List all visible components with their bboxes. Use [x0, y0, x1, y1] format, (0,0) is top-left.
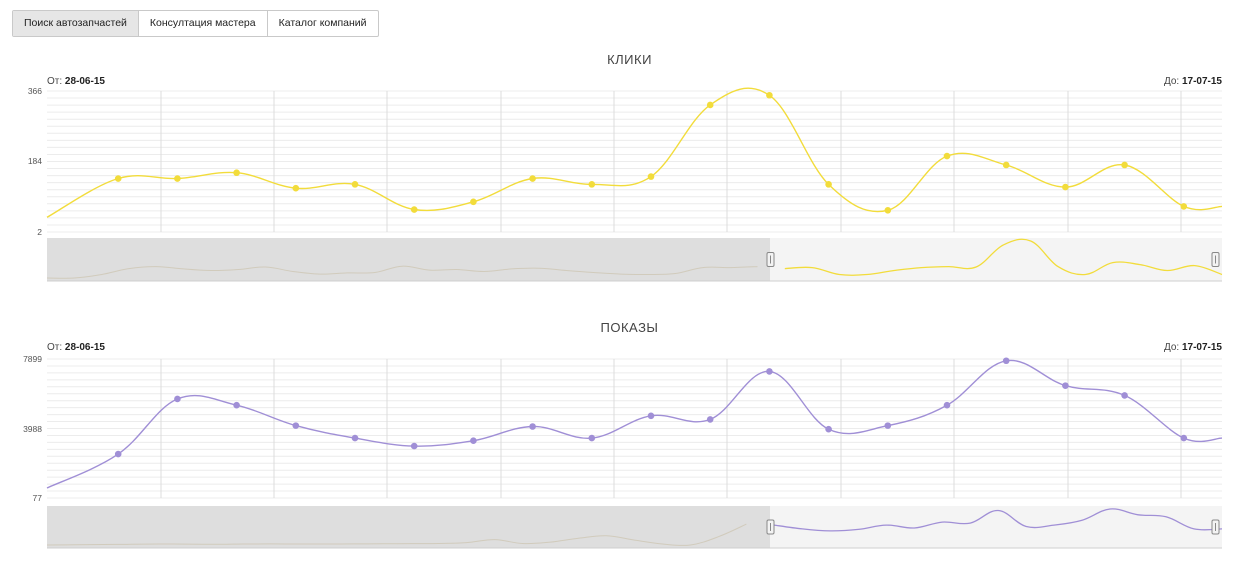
tab-company-catalog[interactable]: Каталог компаний — [278, 17, 367, 29]
clicks-data-point[interactable] — [351, 181, 359, 188]
clicks-data-point[interactable] — [529, 175, 536, 182]
tab-parts-search[interactable]: Поиск автозапчастей — [13, 11, 139, 36]
impressions-from-range: От: 28-06-15 — [47, 342, 105, 353]
clicks-data-point[interactable] — [114, 175, 122, 182]
impressions-chart-title: ПОКАЗЫ — [600, 320, 659, 335]
tab-bar: Поиск автозапчастей Консултация мастера … — [12, 10, 379, 37]
clicks-data-point[interactable] — [706, 101, 714, 109]
impressions-to-date: 17-07-15 — [1181, 342, 1222, 353]
clicks-data-point[interactable] — [884, 207, 892, 214]
clicks-data-point[interactable] — [1180, 203, 1188, 210]
clicks-from-date: 28-06-15 — [64, 76, 105, 87]
clicks-navigator-line — [784, 238, 1223, 276]
impressions-navigator-selection[interactable] — [770, 506, 1222, 548]
impressions-ytick-max: 7899 — [23, 354, 42, 364]
clicks-ytick-min: 2 — [37, 227, 42, 237]
clicks-navigator-selection[interactable] — [770, 238, 1222, 281]
clicks-data-point[interactable] — [470, 198, 477, 206]
clicks-data-point[interactable] — [1062, 183, 1069, 191]
impressions-data-point[interactable] — [410, 442, 418, 450]
clicks-data-point[interactable] — [647, 173, 655, 180]
impressions-data-point[interactable] — [884, 422, 892, 429]
impressions-navigator-line — [774, 508, 1223, 532]
impressions-navigator-mask — [47, 506, 770, 548]
impressions-data-point[interactable] — [766, 368, 773, 375]
impressions-data-point[interactable] — [943, 401, 951, 409]
impressions-data-point[interactable] — [1062, 382, 1069, 389]
clicks-to-range: До: 17-07-15 — [1164, 76, 1222, 87]
impressions-navigator-line-faded — [46, 523, 747, 547]
impressions-data-point[interactable] — [588, 434, 596, 442]
clicks-ytick-mid: 184 — [27, 156, 42, 166]
impressions-data-point[interactable] — [470, 437, 477, 445]
clicks-from-range: От: 28-06-15 — [47, 76, 105, 87]
impressions-data-point[interactable] — [647, 412, 655, 420]
impressions-data-point[interactable] — [114, 450, 122, 458]
clicks-data-point[interactable] — [943, 152, 951, 160]
impressions-to-range: До: 17-07-15 — [1164, 342, 1222, 353]
clicks-from-label: От: — [47, 76, 63, 87]
impressions-ytick-min: 77 — [32, 493, 42, 503]
impressions-from-label: От: — [47, 342, 63, 353]
impressions-data-point[interactable] — [1002, 357, 1010, 365]
clicks-ytick-max: 366 — [27, 86, 42, 96]
clicks-chart-title: КЛИКИ — [607, 52, 652, 67]
clicks-navigator-line-faded — [46, 265, 758, 279]
clicks-data-point[interactable] — [825, 181, 832, 188]
clicks-data-point[interactable] — [1121, 161, 1128, 169]
clicks-data-point[interactable] — [410, 206, 418, 213]
clicks-data-point[interactable] — [766, 91, 773, 99]
impressions-data-point[interactable] — [174, 395, 181, 403]
clicks-to-label: До: — [1163, 76, 1180, 87]
impressions-data-point[interactable] — [233, 401, 240, 409]
impressions-ytick-mid: 3988 — [23, 424, 42, 434]
clicks-data-point[interactable] — [588, 181, 596, 188]
clicks-data-point[interactable] — [292, 184, 300, 192]
impressions-from-date: 28-06-15 — [64, 342, 105, 353]
impressions-data-point[interactable] — [1121, 392, 1128, 399]
clicks-data-point[interactable] — [174, 175, 181, 182]
clicks-data-point[interactable] — [1002, 161, 1010, 169]
impressions-data-point[interactable] — [529, 423, 536, 430]
impressions-data-point[interactable] — [292, 422, 300, 429]
impressions-data-point[interactable] — [825, 425, 832, 433]
clicks-to-date: 17-07-15 — [1181, 76, 1222, 87]
tab-master-consultation[interactable]: Консултация мастера — [139, 11, 268, 36]
clicks-data-point[interactable] — [233, 169, 240, 177]
impressions-data-point[interactable] — [706, 416, 714, 423]
impressions-data-point[interactable] — [351, 434, 359, 442]
impressions-data-point[interactable] — [1180, 434, 1188, 442]
impressions-to-label: До: — [1163, 342, 1180, 353]
impressions-series-line — [46, 359, 1223, 489]
clicks-series-line — [46, 87, 1223, 218]
clicks-navigator-mask — [47, 238, 770, 281]
